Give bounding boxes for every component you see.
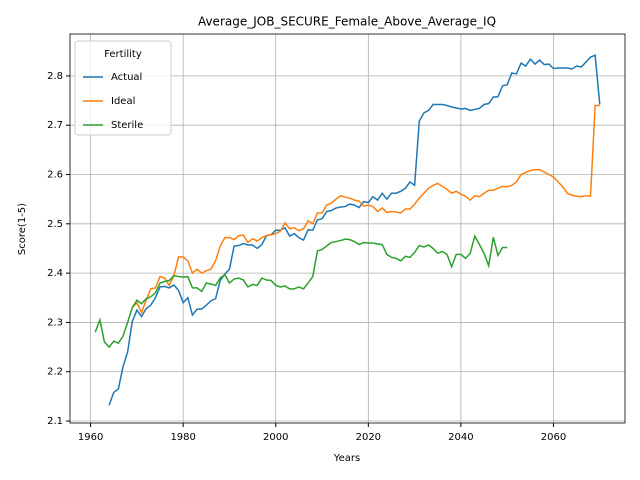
y-tick-label: 2.2 [47,367,63,378]
y-tick-label: 2.4 [47,268,63,279]
plot-frame [69,33,626,424]
x-tick-label: 2020 [356,432,381,443]
legend-label: Sterile [111,120,143,131]
line [94,234,508,349]
x-tick-label: 2000 [263,432,288,443]
chart-title: Average_JOB_SECURE_Female_Above_Average_… [198,15,496,29]
y-tick-label: 2.5 [47,219,63,230]
legend-label: Actual [111,72,142,83]
y-axis-label: Score(1-5) [17,203,28,255]
x-tick-label: 2040 [448,432,473,443]
x-tick-label: 1980 [170,432,195,443]
line [131,104,600,315]
y-tick-label: 2.7 [47,120,63,131]
x-tick-label: 2060 [541,432,566,443]
legend-title: Fertility [104,49,142,60]
x-tick-label: 1960 [78,432,103,443]
y-tick-label: 2.3 [47,317,63,328]
y-tick-label: 2.6 [47,170,63,181]
legend-box [74,40,172,136]
legend-label: Ideal [111,96,135,107]
x-axis-label: Years [333,453,360,464]
line [108,54,601,406]
y-tick-label: 2.8 [47,71,63,82]
y-tick-label: 2.1 [47,416,63,427]
